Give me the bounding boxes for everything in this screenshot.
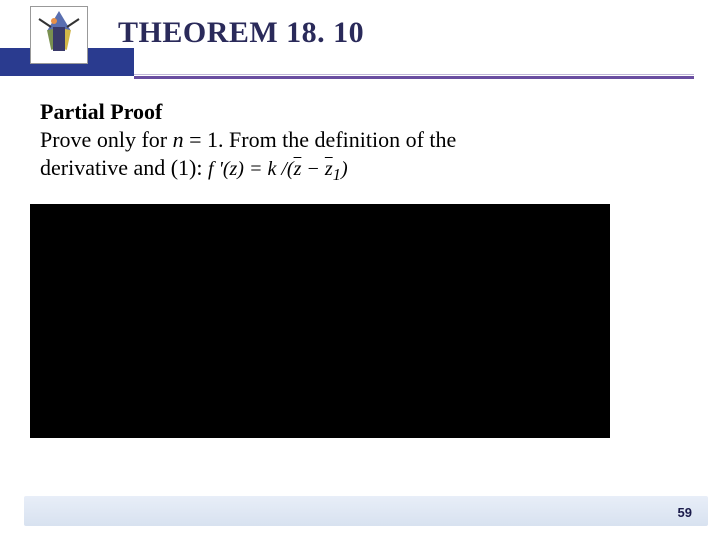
content-region: Partial Proof Prove only for n = 1. From… (40, 98, 680, 186)
text-segment: Prove only for (40, 127, 173, 152)
slide-title: THEOREM 18. 10 (118, 16, 364, 50)
equation-black-box (30, 204, 610, 438)
page-number: 59 (678, 505, 692, 520)
logo-graphic (31, 7, 87, 63)
formula-inline: f '(z) = k /(z − z1) (208, 156, 348, 186)
text-segment: derivative and (1): (40, 155, 208, 180)
slide-logo (30, 6, 88, 64)
proof-line-2: derivative and (1): f '(z) = k /(z − z1) (40, 154, 680, 186)
proof-line-1: Prove only for n = 1. From the definitio… (40, 126, 680, 155)
proof-heading: Partial Proof (40, 98, 680, 126)
title-thin-rule (134, 74, 694, 75)
logo-icon (31, 7, 87, 63)
footer-bar (24, 496, 708, 526)
title-underline (134, 76, 694, 79)
variable-n: n (173, 127, 184, 152)
text-segment: = 1. From the definition of the (184, 127, 457, 152)
